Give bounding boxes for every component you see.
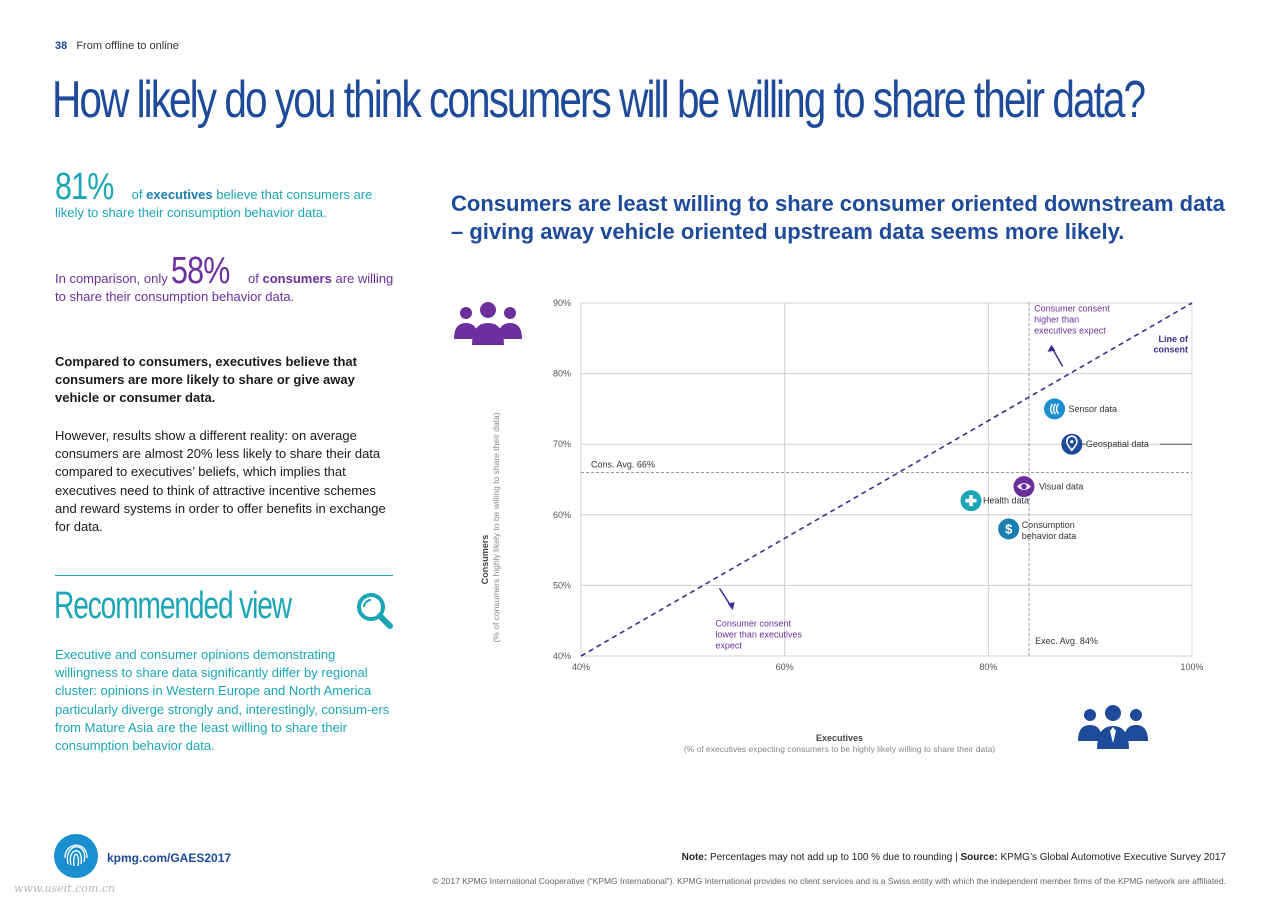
x-tick-label: 60% [776,662,794,672]
source-label: Source: [960,852,998,863]
annotation-above-line: executives expect [1034,325,1106,335]
data-point-health-data [960,490,982,512]
annotation-below-line: lower than executives [715,629,802,639]
point-label: Visual data [1039,482,1083,492]
y-axis-title: Consumers [480,535,490,585]
consumers-people-icon [454,302,522,345]
recommended-text: Executive and consumer opinions demonstr… [55,647,390,754]
recommended-title: Recommended view [54,585,292,627]
data-point-visual-data [1013,476,1035,498]
chart-headline: Consumers are least willing to share con… [451,191,1225,244]
page-title: How likely do you think consumers will b… [52,71,1146,129]
x-axis-title: Executives [816,733,863,743]
recommended-divider [55,575,393,576]
scatter-chart: 40% 50% 60% 70% 80% 90% 40% 60% 80% 100% Cons. Avg… [454,298,1204,754]
fingerprint-logo-icon [54,834,98,878]
executives-word: executives [146,187,213,202]
footer-copyright: © 2017 KPMG International Cooperative (“… [432,876,1226,886]
note-text: Percentages may not add up to 100 % due … [707,852,961,863]
annotation-above-line: Consumer consent [1034,303,1110,313]
y-tick-label: 90% [553,298,571,308]
svg-text:$: $ [1005,521,1013,536]
health-cross-icon [965,495,977,507]
consumers-stat: In comparison, only 58% of consumers are… [55,250,400,306]
consumers-percent: 58% [171,250,230,292]
point-label: Sensor data [1069,404,1118,414]
executives-stat-post: believe that consumers are likely to sha… [55,187,373,220]
y-axis-subtitle: (% of consumers highly likely to be will… [491,412,501,642]
sensor-icon [1049,403,1060,415]
annotation-above-line: higher than [1034,314,1079,324]
annotation-below-line: Consumer consent [715,618,791,628]
data-point-consumption-behavior-data: $ [998,518,1020,540]
point-marker [1044,398,1066,420]
y-tick-label: 70% [553,439,571,449]
x-tick-label: 40% [572,662,590,672]
x-tick-label: 100% [1180,662,1203,672]
y-tick-label: 80% [553,369,571,379]
point-label: Geospatial data [1086,439,1149,449]
footer-url[interactable]: kpmg.com/GAES2017 [107,851,232,865]
consent-label-line1: Line of [1159,334,1189,344]
consumers-stat-mid: of [244,271,263,286]
note-label: Note: [681,852,708,863]
magnifier-icon [357,593,393,629]
point-label: behavior data [1022,531,1077,541]
executives-percent: 81% [55,166,114,208]
point-marker [998,518,1020,540]
summary-body-paragraph: However, results show a different realit… [55,428,386,535]
y-tick-label: 50% [553,580,571,590]
x-tick-label: 80% [979,662,997,672]
annotation-below-arrowhead [727,602,735,611]
y-tick-label: 60% [553,510,571,520]
point-label: Health data [983,496,1029,506]
page-header: 38 From offline to online [55,40,179,52]
page-number: 38 [55,40,68,52]
x-axis-subtitle: (% of executives expecting consumers to … [684,744,996,754]
dollar-icon: $ [1005,521,1013,536]
consumers-stat-post: are willing to share their consumption b… [55,271,394,304]
summary-bold-paragraph: Compared to consumers, executives believ… [55,354,357,405]
watermark: www.useit.com.cn [14,882,116,895]
data-point-geospatial-data [1061,433,1083,455]
consumer-average-label: Cons. Avg. 66% [591,459,655,469]
location-pin-icon [1065,435,1078,452]
consent-line [580,302,1193,657]
executives-people-icon [1078,705,1148,749]
data-point-sensor-data [1044,398,1066,420]
executives-stat-pre: of [128,187,147,202]
consent-label-line2: consent [1153,344,1188,354]
source-text: KPMG’s Global Automotive Executive Surve… [997,852,1227,863]
executives-stat: 81% of executives believe that consumers… [55,166,400,222]
section-name: From offline to online [76,40,179,52]
point-label: Consumption [1022,520,1075,530]
consumers-stat-pre: In comparison, only [55,271,172,286]
executive-average-label: Exec. Avg. 84% [1035,636,1098,646]
annotation-above-arrowhead [1047,344,1056,352]
eye-icon [1016,483,1031,491]
consumers-word: consumers [262,271,332,286]
annotation-below-line: expect [715,640,742,650]
footer-note: Note: Percentages may not add up to 100 … [682,852,1226,863]
y-tick-label: 40% [553,651,571,661]
